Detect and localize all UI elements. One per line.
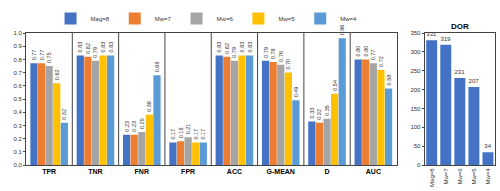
svg-text:0.70: 0.70 [285,59,291,70]
svg-text:Mw=4: Mw=4 [340,16,357,22]
svg-text:100: 100 [410,124,421,130]
svg-text:0.75: 0.75 [46,52,52,63]
svg-text:319: 319 [440,36,451,42]
svg-text:AUC: AUC [366,168,381,175]
svg-text:200: 200 [410,87,421,93]
svg-text:0.38: 0.38 [146,101,152,112]
svg-text:0.49: 0.49 [293,87,299,98]
svg-text:0.80: 0.80 [355,46,361,57]
svg-text:0.79: 0.79 [263,47,269,58]
svg-text:DOR: DOR [451,22,469,31]
svg-text:350: 350 [410,30,421,36]
svg-text:FPR: FPR [181,168,195,175]
svg-text:Mag=8: Mag=8 [91,16,110,22]
svg-text:0.25: 0.25 [139,118,145,129]
svg-text:Mw=7: Mw=7 [155,16,172,22]
svg-text:0.83: 0.83 [100,42,106,53]
svg-text:0.18: 0.18 [178,128,184,139]
svg-text:0.0: 0.0 [13,162,22,168]
svg-text:0.54: 0.54 [332,80,338,91]
svg-text:0.58: 0.58 [386,75,392,86]
svg-text:207: 207 [469,78,480,84]
svg-text:Mw=5: Mw=5 [471,168,477,185]
svg-text:0.1: 0.1 [13,149,22,155]
svg-text:150: 150 [410,106,421,112]
svg-text:0: 0 [417,162,421,168]
svg-text:231: 231 [454,69,465,75]
svg-text:0.83: 0.83 [77,42,83,53]
svg-text:0.7: 0.7 [13,70,22,76]
svg-text:0.2: 0.2 [13,136,22,142]
svg-text:Mag=8: Mag=8 [429,168,435,187]
svg-text:0.79: 0.79 [92,47,98,58]
svg-text:ACC: ACC [227,168,242,175]
svg-text:0.17: 0.17 [170,129,176,140]
svg-text:1.0: 1.0 [13,30,22,36]
svg-text:0.32: 0.32 [316,109,322,120]
svg-text:0.32: 0.32 [61,109,67,120]
svg-text:0.77: 0.77 [39,50,45,61]
svg-text:0.83: 0.83 [239,42,245,53]
svg-text:0.83: 0.83 [247,42,253,53]
svg-text:0.21: 0.21 [185,124,191,135]
svg-text:0.62: 0.62 [54,69,60,80]
svg-text:0.83: 0.83 [108,42,114,53]
svg-text:0.83: 0.83 [216,42,222,53]
svg-text:0.17: 0.17 [200,129,206,140]
svg-text:0.23: 0.23 [131,121,137,132]
svg-text:0.33: 0.33 [309,108,315,119]
svg-text:300: 300 [410,49,421,55]
svg-text:250: 250 [410,68,421,74]
svg-text:0.79: 0.79 [231,47,237,58]
svg-text:0.17: 0.17 [193,129,199,140]
svg-text:G-MEAN: G-MEAN [267,168,295,175]
svg-text:Mw=4: Mw=4 [485,168,491,185]
svg-text:0.96: 0.96 [339,25,345,36]
svg-text:0.9: 0.9 [13,43,22,49]
svg-text:0.3: 0.3 [13,123,22,129]
svg-text:0.82: 0.82 [224,43,230,54]
svg-text:Mw=6: Mw=6 [457,168,463,185]
svg-text:TPR: TPR [42,168,56,175]
svg-text:0.68: 0.68 [154,62,160,73]
svg-text:0.4: 0.4 [13,109,22,115]
svg-text:0.78: 0.78 [270,48,276,59]
svg-text:Mw=5: Mw=5 [278,16,295,22]
svg-text:Mw=7: Mw=7 [443,168,449,185]
svg-text:34: 34 [484,143,491,149]
svg-text:0.82: 0.82 [85,43,91,54]
svg-text:0.8: 0.8 [13,57,22,63]
svg-text:0.76: 0.76 [278,51,284,62]
svg-text:0.77: 0.77 [370,50,376,61]
svg-text:0.23: 0.23 [124,121,130,132]
svg-text:D: D [325,168,330,175]
svg-text:0.35: 0.35 [324,105,330,116]
svg-text:50: 50 [414,143,421,149]
svg-text:FNR: FNR [135,168,149,175]
svg-text:331: 331 [426,31,437,37]
svg-text:0.72: 0.72 [378,56,384,67]
svg-text:0.80: 0.80 [363,46,369,57]
svg-text:0.6: 0.6 [13,83,22,89]
svg-text:Mw=6: Mw=6 [217,16,234,22]
svg-text:TNR: TNR [88,168,102,175]
svg-text:0.77: 0.77 [31,50,37,61]
svg-text:0.5: 0.5 [13,96,22,102]
